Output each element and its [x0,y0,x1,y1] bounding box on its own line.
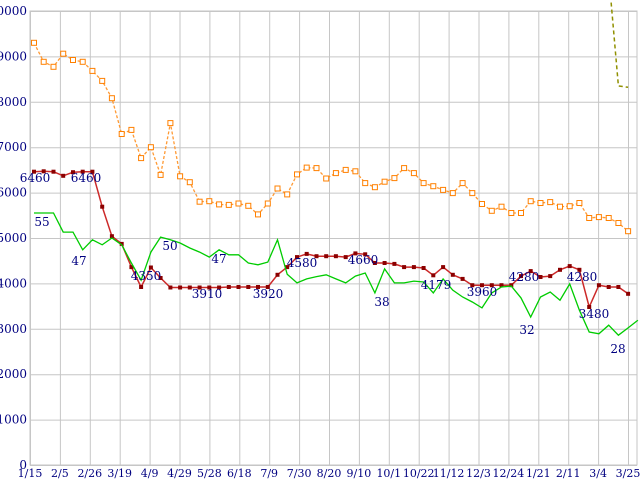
svg-text:1/21: 1/21 [526,467,551,480]
svg-text:11/12: 11/12 [433,467,465,480]
svg-text:12/3: 12/3 [466,467,491,480]
svg-text:3/4: 3/4 [589,467,607,480]
svg-text:3/25: 3/25 [616,467,640,480]
svg-text:2/11: 2/11 [556,467,581,480]
svg-text:32: 32 [519,323,534,337]
svg-text:0: 0 [19,458,27,472]
svg-text:4350: 4350 [131,269,162,283]
svg-text:50: 50 [162,239,177,253]
series-orange-dashed-price [31,39,632,235]
svg-text:10000: 10000 [0,4,27,18]
svg-text:6460: 6460 [71,171,102,185]
svg-text:3000: 3000 [0,322,27,336]
svg-text:3910: 3910 [192,287,223,301]
x-axis-labels: 1/15 2/5 2/26 3/19 4/9 4/29 5/28 6/18 7/9 7/30 8/2… [18,467,640,480]
svg-text:47: 47 [211,252,226,266]
svg-text:9/10: 9/10 [347,467,372,480]
svg-text:2000: 2000 [0,367,27,381]
svg-text:6/18: 6/18 [227,467,252,480]
svg-text:4280: 4280 [509,270,540,284]
svg-text:10/22: 10/22 [403,467,435,480]
svg-text:55: 55 [34,215,49,229]
svg-text:47: 47 [71,254,86,268]
svg-text:3920: 3920 [253,287,284,301]
series-olive-dashed-tail [610,0,629,89]
svg-text:4179: 4179 [421,278,452,292]
svg-text:10/1: 10/1 [376,467,401,480]
svg-text:6460: 6460 [20,171,51,185]
svg-text:28: 28 [610,342,625,356]
svg-text:4/9: 4/9 [141,467,159,480]
svg-text:3/19: 3/19 [107,467,132,480]
svg-text:12/24: 12/24 [493,467,525,480]
svg-text:1000: 1000 [0,413,27,427]
gridlines [29,10,638,466]
svg-text:7/9: 7/9 [260,467,278,480]
svg-text:1/15: 1/15 [18,467,43,480]
y-axis-labels: 0 1000 2000 3000 4000 5000 6000 7000 8000 9000 100… [0,4,27,472]
svg-text:5000: 5000 [0,231,27,245]
svg-text:4/29: 4/29 [167,467,192,480]
svg-text:2/5: 2/5 [51,467,69,480]
svg-text:3480: 3480 [579,307,610,321]
svg-text:5/28: 5/28 [197,467,222,480]
svg-text:8000: 8000 [0,95,27,109]
svg-text:9000: 9000 [0,49,27,63]
series-dark-red-price [32,169,631,310]
svg-text:38: 38 [374,295,389,309]
svg-text:6000: 6000 [0,186,27,200]
svg-text:8/20: 8/20 [317,467,342,480]
svg-text:2/26: 2/26 [77,467,102,480]
svg-text:7000: 7000 [0,140,27,154]
svg-text:4660: 4660 [348,253,379,267]
price-annotations: 6460 6460 55 47 4350 50 3910 47 3920 4580 4660 38 41… [20,171,626,356]
svg-text:4580: 4580 [287,256,318,270]
svg-text:4000: 4000 [0,276,27,290]
svg-text:3960: 3960 [467,285,498,299]
series-green-price [34,212,639,337]
svg-text:4280: 4280 [567,270,598,284]
svg-text:7/30: 7/30 [287,467,312,480]
